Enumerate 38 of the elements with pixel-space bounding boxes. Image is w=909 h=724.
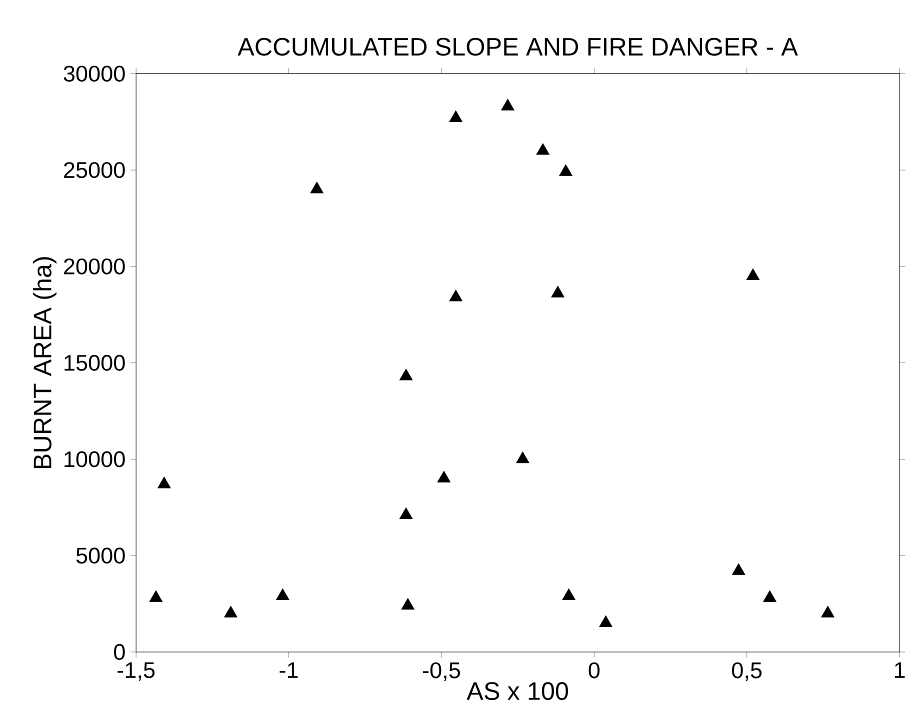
point xyxy=(399,508,413,520)
point xyxy=(559,164,572,176)
y-tick-label: 25000 xyxy=(64,162,125,178)
y-tick-label: 0 xyxy=(114,644,125,660)
point xyxy=(224,606,238,618)
y-tick-label: 30000 xyxy=(64,66,125,82)
point xyxy=(399,368,413,380)
y-tick-label: 5000 xyxy=(76,548,125,564)
point xyxy=(763,590,776,602)
x-tick-label: -0,5 xyxy=(423,662,460,682)
y-axis-title: BURNT AREA (ha) xyxy=(32,257,56,468)
point xyxy=(732,564,746,576)
point xyxy=(437,471,450,483)
point xyxy=(516,452,530,464)
point xyxy=(449,290,462,302)
point xyxy=(562,588,576,600)
point xyxy=(599,616,612,628)
point xyxy=(310,182,324,194)
y-tick-label: 20000 xyxy=(64,258,125,275)
point xyxy=(821,606,834,618)
chart-title: ACCUMULATED SLOPE AND FIRE DANGER - A xyxy=(238,38,798,56)
x-tick-label: -1 xyxy=(280,662,298,678)
x-axis-title: AS x 100 xyxy=(466,682,568,700)
point xyxy=(551,286,564,298)
x-tick-label: -1,5 xyxy=(118,662,155,681)
y-tick-label: 10000 xyxy=(64,451,125,468)
x-tick-label: 1 xyxy=(895,662,905,678)
point xyxy=(149,590,163,602)
point xyxy=(746,268,760,280)
point xyxy=(536,143,550,155)
point xyxy=(276,588,290,600)
point xyxy=(401,598,414,610)
x-tick-label: 0 xyxy=(588,662,600,678)
point xyxy=(158,476,171,488)
y-tick-label: 15000 xyxy=(64,354,125,371)
point xyxy=(449,110,462,122)
point xyxy=(501,99,514,110)
x-tick-label: 0,5 xyxy=(732,662,762,682)
